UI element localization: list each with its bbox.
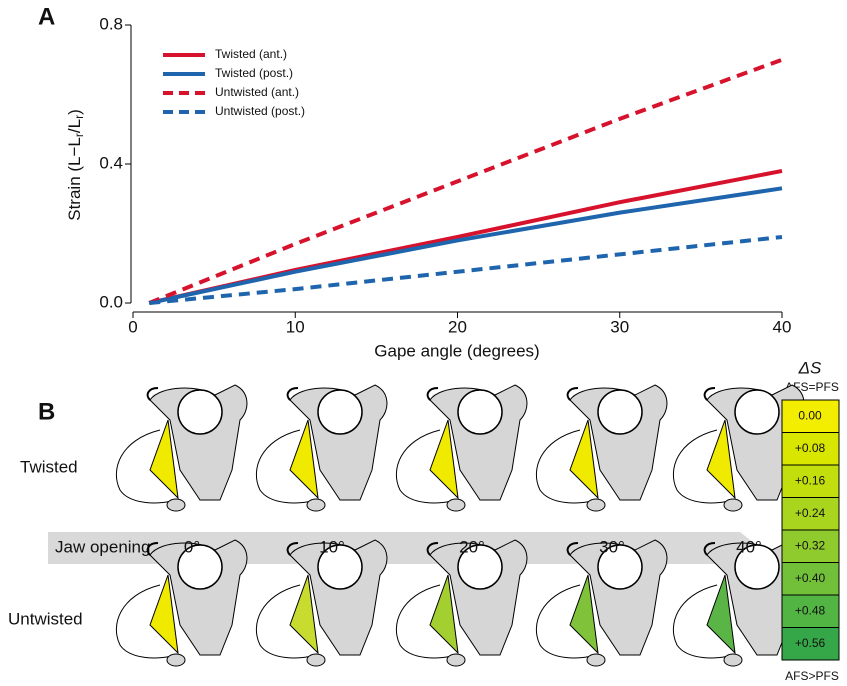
joint <box>587 499 605 511</box>
colorbar-cell-label: +0.56 <box>795 636 826 650</box>
x-tick-label: 10 <box>286 317 305 336</box>
x-tick-label: 20 <box>448 317 467 336</box>
y-tick-label: 0.4 <box>99 153 123 172</box>
panel-label: B <box>38 398 55 425</box>
colorbar-bottom-label: AFS>PFS <box>785 669 839 683</box>
x-tick-label: 0 <box>128 317 137 336</box>
skull-diagram <box>116 385 247 511</box>
colorbar-cell-label: +0.32 <box>795 538 826 552</box>
colorbar-cell-label: 0.00 <box>798 408 822 422</box>
angle-label: 40° <box>736 537 762 556</box>
y-tick-label: 0.8 <box>99 14 123 33</box>
joint <box>724 499 742 511</box>
joint <box>724 654 742 666</box>
joint <box>307 654 325 666</box>
legend-label: Untwisted (post.) <box>215 104 305 118</box>
colorbar-cell-label: +0.48 <box>795 603 826 617</box>
skull-diagram <box>256 385 387 511</box>
joint <box>587 654 605 666</box>
colorbar-cell-label: +0.16 <box>795 473 826 487</box>
eye-socket <box>458 390 502 434</box>
y-axis-label: Strain (L−Lr/Lr) <box>65 109 86 221</box>
angle-label: 0° <box>184 537 200 556</box>
legend-label: Untwisted (ant.) <box>215 85 299 99</box>
legend-label: Twisted (post.) <box>215 66 293 80</box>
skull-diagram <box>396 385 527 511</box>
eye-socket <box>735 390 779 434</box>
colorbar-cell-label: +0.08 <box>795 441 826 455</box>
y-label-part: /L <box>65 119 84 133</box>
colorbar-title: ΔS <box>798 358 822 377</box>
eye-socket <box>318 390 362 434</box>
y-tick-label: 0.0 <box>99 292 123 311</box>
angle-label: 10° <box>319 537 345 556</box>
y-label-part: ) <box>65 109 84 115</box>
joint <box>447 654 465 666</box>
figure: A B Gape angle (degrees) Strain (L−Lr/Lr… <box>0 0 847 686</box>
arrow-label: Jaw opening <box>55 537 150 556</box>
x-tick-label: 30 <box>610 317 629 336</box>
colorbar-cell-label: +0.40 <box>795 571 826 585</box>
line <box>149 237 782 303</box>
row-label: Untwisted <box>8 609 83 628</box>
angle-label: 30° <box>599 537 625 556</box>
joint <box>307 499 325 511</box>
colorbar-cell-label: +0.24 <box>795 506 826 520</box>
legend-label: Twisted (ant.) <box>215 47 287 61</box>
joint <box>167 499 185 511</box>
panel-label: A <box>38 3 55 30</box>
joint <box>447 499 465 511</box>
joint <box>167 654 185 666</box>
x-axis-label: Gape angle (degrees) <box>374 341 539 360</box>
skull-diagram <box>536 385 667 511</box>
eye-socket <box>178 390 222 434</box>
row-label: Twisted <box>20 457 78 476</box>
eye-socket <box>598 390 642 434</box>
angle-label: 20° <box>459 537 485 556</box>
y-label-part: Strain (L−L <box>65 137 84 221</box>
x-tick-label: 40 <box>773 317 792 336</box>
